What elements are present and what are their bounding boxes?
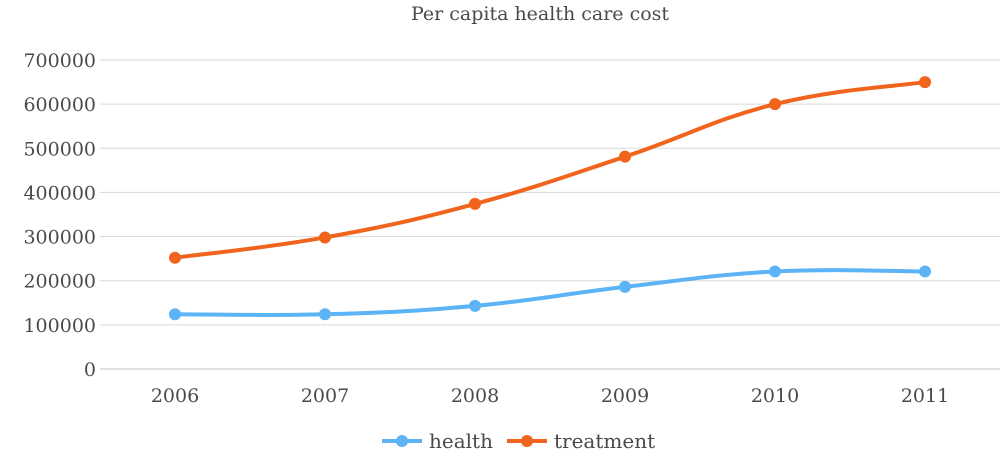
data-point-health [769,265,781,278]
x-tick-label: 2011 [901,385,949,407]
y-tick-label: 600000 [23,94,96,116]
data-point-treatment [619,150,631,163]
data-point-treatment [769,98,781,111]
x-axis-tick-labels: 2006 2007 2008 2009 2010 2011 [151,385,949,407]
legend-marker-health [396,435,408,447]
x-tick-label: 2008 [451,385,499,407]
legend-label-treatment: treatment [554,429,655,453]
gridlines [100,59,1000,370]
data-point-treatment [319,231,331,244]
data-point-treatment [169,251,181,264]
data-point-health [169,308,181,321]
data-point-treatment [919,76,931,89]
data-point-treatment [469,197,481,210]
x-tick-label: 2010 [751,385,799,407]
y-tick-label: 0 [84,359,96,381]
y-tick-label: 400000 [23,182,96,204]
series-line-health [173,268,927,318]
legend-marker-treatment [521,435,533,447]
data-point-health [319,308,331,321]
legend: health treatment [382,429,655,453]
y-tick-label: 100000 [23,315,96,337]
legend-label-health: health [429,429,493,453]
series-line-treatment [173,80,927,260]
y-axis-tick-labels: 0 100000 200000 300000 400000 500000 600000 700… [23,50,96,381]
x-tick-label: 2007 [301,385,349,407]
series-lines [173,80,927,318]
y-tick-label: 300000 [23,227,96,249]
y-tick-label: 700000 [23,50,96,72]
chart-title: Per capita health care cost [411,3,669,25]
data-point-health [919,265,931,278]
data-point-health [619,280,631,293]
x-tick-label: 2009 [601,385,649,407]
data-point-health [469,299,481,312]
y-tick-label: 500000 [23,138,96,160]
series-points [169,76,931,321]
x-tick-label: 2006 [151,385,199,407]
y-tick-label: 200000 [23,271,96,293]
